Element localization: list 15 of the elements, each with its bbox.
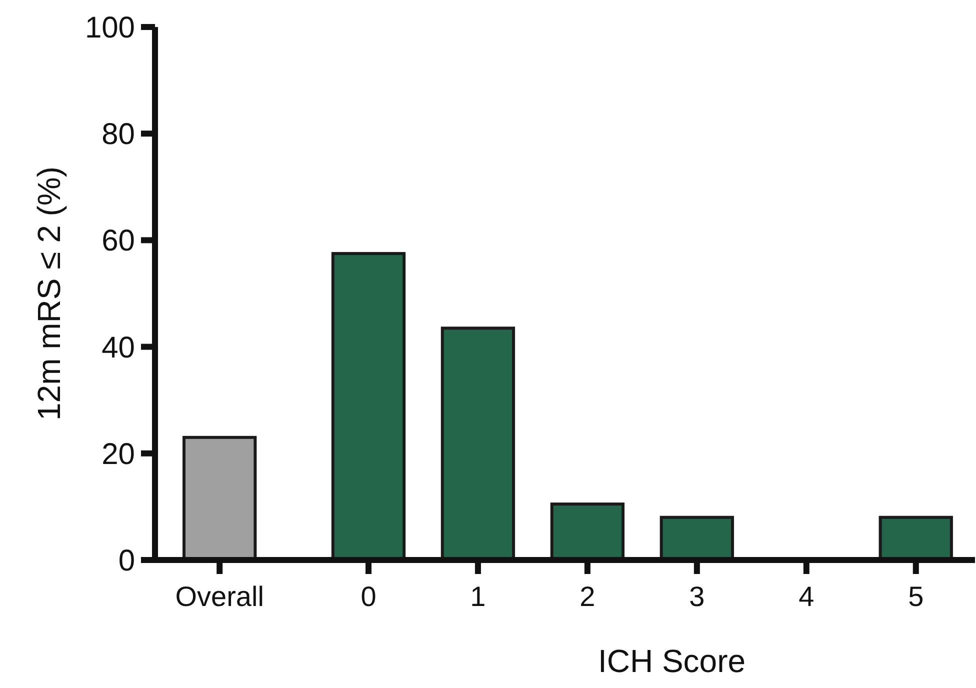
y-tick-label: 40 (102, 331, 135, 364)
x-tick-label: 5 (908, 581, 924, 612)
y-tick-label: 20 (102, 438, 135, 471)
y-tick-label: 60 (102, 224, 135, 258)
y-tick-label: 80 (102, 118, 135, 152)
x-tick-label: 2 (580, 581, 596, 612)
x-tick-label: 4 (798, 581, 814, 612)
x-tick-label: Overall (175, 581, 264, 612)
x-tick-label: 1 (470, 581, 486, 612)
y-tick-label: 100 (84, 12, 135, 44)
y-tick-label: 0 (118, 544, 135, 578)
y-axis-title: 12m mRS ≤ 2 (%) (31, 166, 67, 421)
x-tick-label: 0 (360, 581, 376, 612)
x-axis-title: ICH Score (598, 643, 746, 679)
x-tick-label: 3 (689, 581, 705, 612)
